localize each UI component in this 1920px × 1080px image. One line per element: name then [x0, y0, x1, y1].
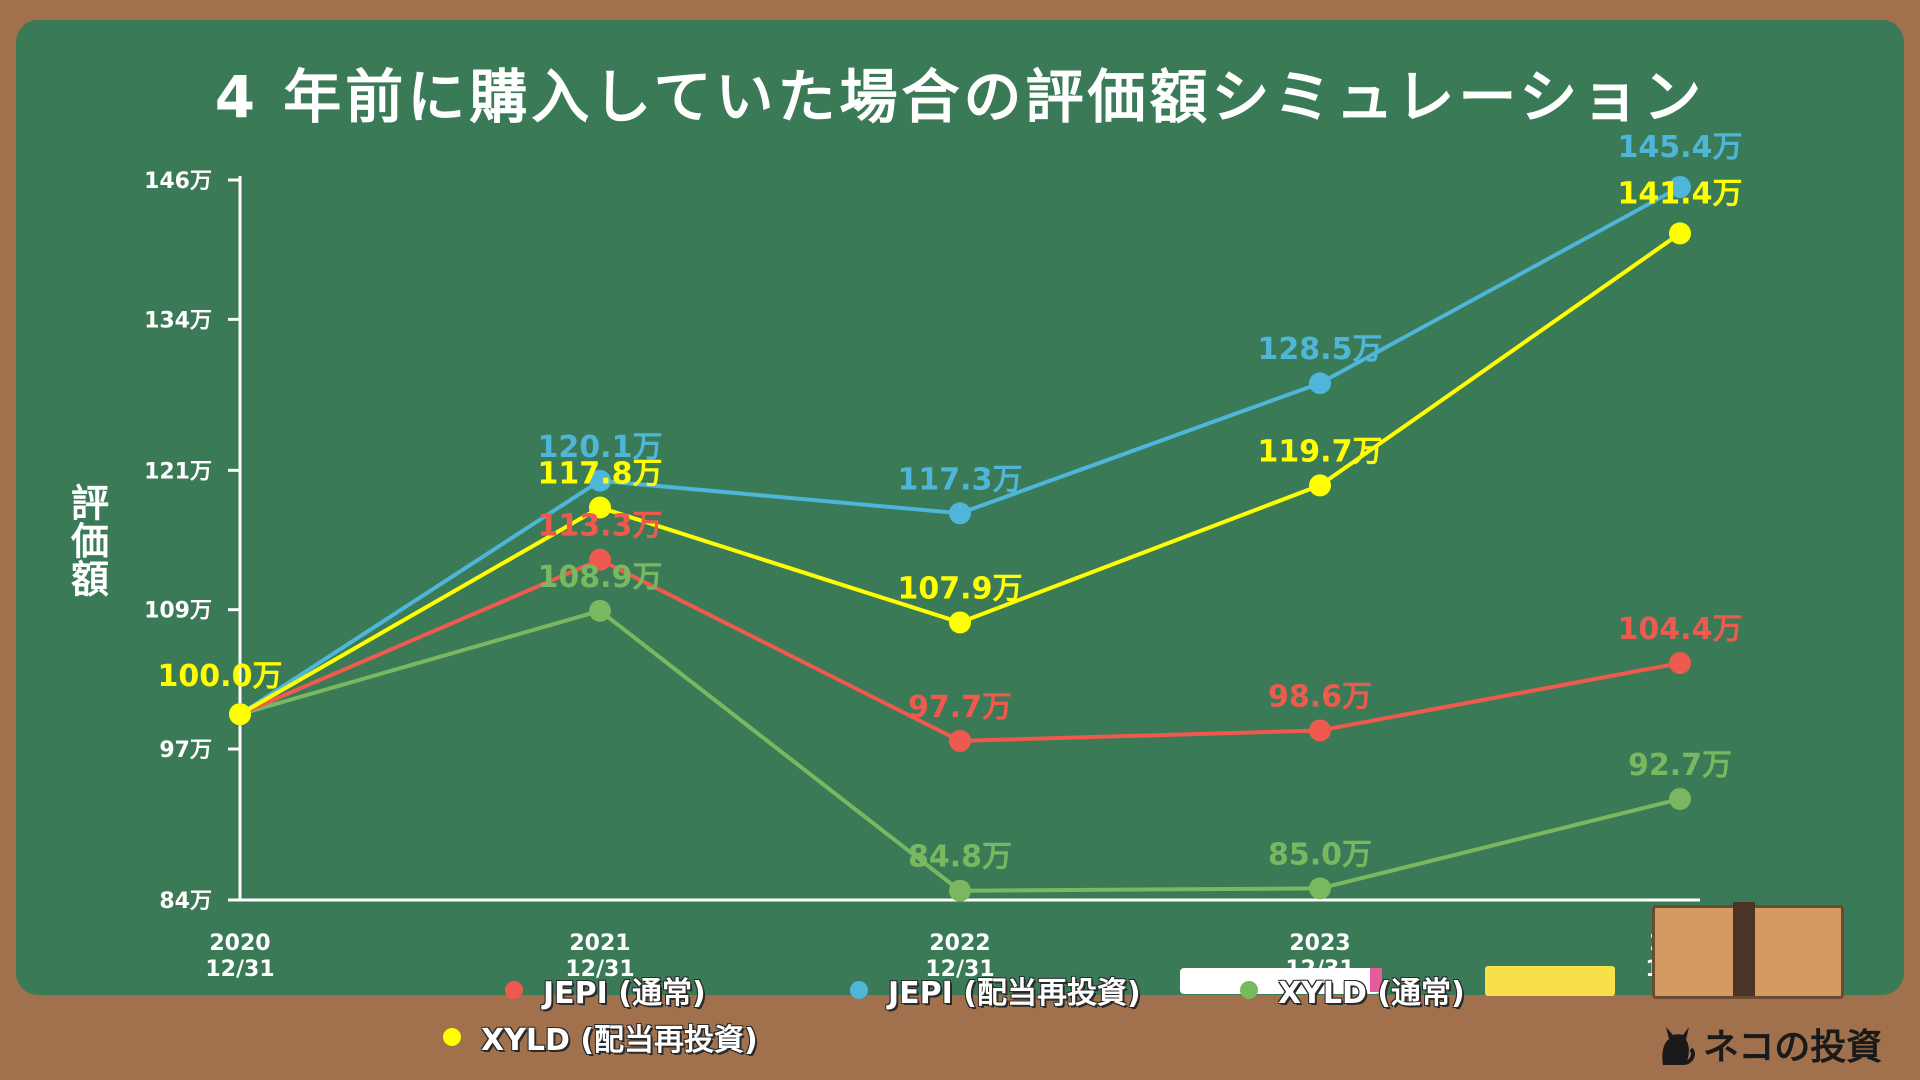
data-label: 84.8万	[908, 840, 1012, 875]
data-point	[949, 502, 971, 525]
x-tick-label-line: 2023	[1289, 931, 1350, 956]
data-label: 141.4万	[1618, 176, 1743, 211]
legend-dot	[1240, 981, 1258, 999]
legend-item-xyld: XYLD (通常)	[1240, 968, 1465, 1012]
data-point	[229, 703, 251, 726]
data-label: 128.5万	[1258, 332, 1383, 367]
data-label: 100.0万	[158, 659, 283, 694]
x-tick-label-line: 2021	[569, 931, 630, 956]
data-point	[1669, 175, 1691, 198]
data-point	[1309, 474, 1331, 497]
data-point	[1309, 372, 1331, 395]
x-tick-label-line: 12/31	[565, 957, 634, 982]
y-tick-label: 97万	[159, 738, 212, 763]
y-tick-label: 109万	[144, 599, 212, 624]
legend-label: XYLD (配当再投資)	[481, 1023, 758, 1058]
data-point	[949, 879, 971, 902]
data-point	[589, 599, 611, 622]
legend-item-jepi-reinvest: JEPI (配当再投資)	[850, 968, 1141, 1012]
legend-dot	[850, 981, 868, 999]
data-point	[949, 729, 971, 752]
x-tick-label-line: 2022	[929, 931, 990, 956]
brand-name: ネコの投資	[1703, 1027, 1883, 1068]
legend-label: XYLD (通常)	[1278, 976, 1465, 1011]
y-tick-label: 84万	[159, 889, 212, 914]
x-tick-label-line: 12/31	[205, 957, 274, 982]
data-point	[1669, 787, 1691, 810]
legend-item-jepi: JEPI (通常)	[505, 968, 706, 1012]
legend-item-xyld-reinvest: XYLD (配当再投資)	[443, 1015, 758, 1059]
chalk-pink	[1370, 968, 1382, 992]
data-label: 104.4万	[1618, 612, 1743, 647]
data-label: 119.7万	[1258, 434, 1383, 469]
data-point	[1309, 719, 1331, 742]
data-point	[589, 496, 611, 519]
data-label: 107.9万	[898, 571, 1023, 606]
y-tick-label: 146万	[144, 169, 212, 194]
data-label: 97.7万	[908, 690, 1012, 725]
legend-dot	[505, 981, 523, 999]
brand-logo: ネコの投資	[1655, 1018, 1882, 1070]
data-point	[589, 548, 611, 571]
data-label: 98.6万	[1268, 679, 1372, 714]
data-label: 117.8万	[538, 456, 663, 491]
series-line	[238, 185, 1681, 716]
chalk-white	[1180, 968, 1380, 994]
x-tick-label: 2021 12/31	[565, 931, 634, 982]
chart-title: 4 年前に購入していた場合の評価額シミュレーション	[214, 63, 1706, 131]
data-label: 113.3万	[538, 509, 663, 544]
cat-icon	[1662, 1027, 1695, 1065]
data-point	[1669, 652, 1691, 675]
chalk-yellow	[1485, 966, 1615, 996]
legend-dot	[443, 1028, 461, 1046]
data-point	[1309, 877, 1331, 900]
data-label: 117.3万	[898, 462, 1023, 497]
x-tick-label: 2022 12/31	[925, 931, 994, 982]
x-tick-label-line: 12/31	[925, 957, 994, 982]
legend-label: JEPI (通常)	[543, 976, 706, 1011]
data-label: 108.9万	[538, 560, 663, 595]
data-point	[949, 611, 971, 634]
data-label: 85.0万	[1268, 837, 1372, 872]
legend-label: JEPI (配当再投資)	[888, 976, 1141, 1011]
eraser-band	[1733, 902, 1755, 996]
data-label: 120.1万	[538, 430, 663, 465]
data-label: 145.4万	[1618, 130, 1743, 165]
data-point	[589, 469, 611, 492]
y-axis-label: 評価額	[64, 483, 109, 597]
y-tick-label: 121万	[144, 459, 212, 484]
y-tick-label: 134万	[144, 308, 212, 333]
data-label: 92.7万	[1628, 748, 1732, 783]
x-tick-label: 2020 12/31	[205, 931, 274, 982]
x-tick-label-line: 2020	[209, 931, 270, 956]
data-point	[1669, 222, 1691, 245]
